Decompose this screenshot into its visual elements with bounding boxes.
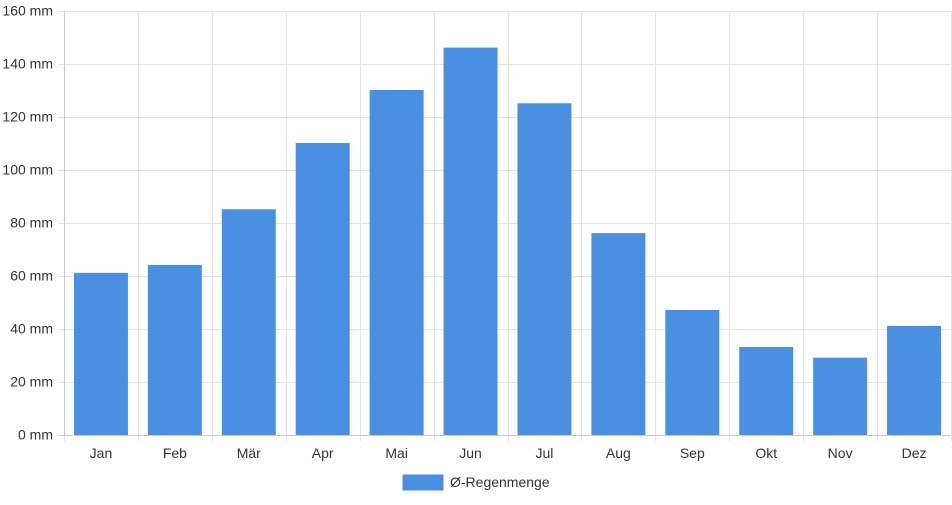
y-tick-label: 140 mm bbox=[2, 56, 53, 72]
y-tick-label: 100 mm bbox=[2, 162, 53, 178]
bar-jul[interactable] bbox=[517, 103, 572, 436]
legend-swatch bbox=[402, 474, 444, 491]
y-tick-label: 40 mm bbox=[10, 321, 53, 337]
y-tick-label: 0 mm bbox=[18, 427, 53, 443]
x-tick-label: Jan bbox=[90, 445, 113, 461]
x-tick-label: Mär bbox=[237, 445, 261, 461]
bar-jun[interactable] bbox=[443, 47, 498, 436]
y-tick-label: 160 mm bbox=[2, 3, 53, 19]
x-tick-label: Mai bbox=[385, 445, 408, 461]
bar-apr[interactable] bbox=[295, 143, 350, 436]
bar-feb[interactable] bbox=[147, 264, 202, 436]
x-tick-label: Dez bbox=[902, 445, 927, 461]
x-tick-label: Sep bbox=[680, 445, 705, 461]
bar-mär[interactable] bbox=[221, 209, 276, 436]
legend[interactable]: Ø-Regenmenge bbox=[402, 474, 550, 491]
bar-nov[interactable] bbox=[813, 357, 868, 436]
y-tick-label: 120 mm bbox=[2, 109, 53, 125]
legend-label: Ø-Regenmenge bbox=[450, 474, 550, 490]
x-axis-ticks: Jan Feb Mär Apr Mai Jun Jul Aug Sep Okt Nov Dez bbox=[90, 445, 927, 461]
x-tick-label: Nov bbox=[828, 445, 853, 461]
bar-aug[interactable] bbox=[591, 233, 646, 436]
x-tick-label: Okt bbox=[755, 445, 777, 461]
y-axis-ticks: 0 mm 20 mm 40 mm 60 mm 80 mm 100 mm 120 mm 140 … bbox=[2, 3, 53, 443]
axes bbox=[58, 11, 951, 436]
y-tick-label: 20 mm bbox=[10, 374, 53, 390]
x-tick-label: Jun bbox=[459, 445, 482, 461]
y-tick-label: 60 mm bbox=[10, 268, 53, 284]
x-tick-label: Apr bbox=[312, 445, 334, 461]
x-tick-label: Jul bbox=[536, 445, 554, 461]
bar-okt[interactable] bbox=[739, 347, 794, 436]
bar-mai[interactable] bbox=[369, 90, 424, 436]
bar-dez[interactable] bbox=[887, 325, 942, 436]
y-tick-label: 80 mm bbox=[10, 215, 53, 231]
x-tick-label: Aug bbox=[606, 445, 631, 461]
bar-jan[interactable] bbox=[73, 272, 128, 436]
bar-series bbox=[73, 47, 942, 436]
bar-sep[interactable] bbox=[665, 309, 720, 436]
x-tick-label: Feb bbox=[163, 445, 187, 461]
